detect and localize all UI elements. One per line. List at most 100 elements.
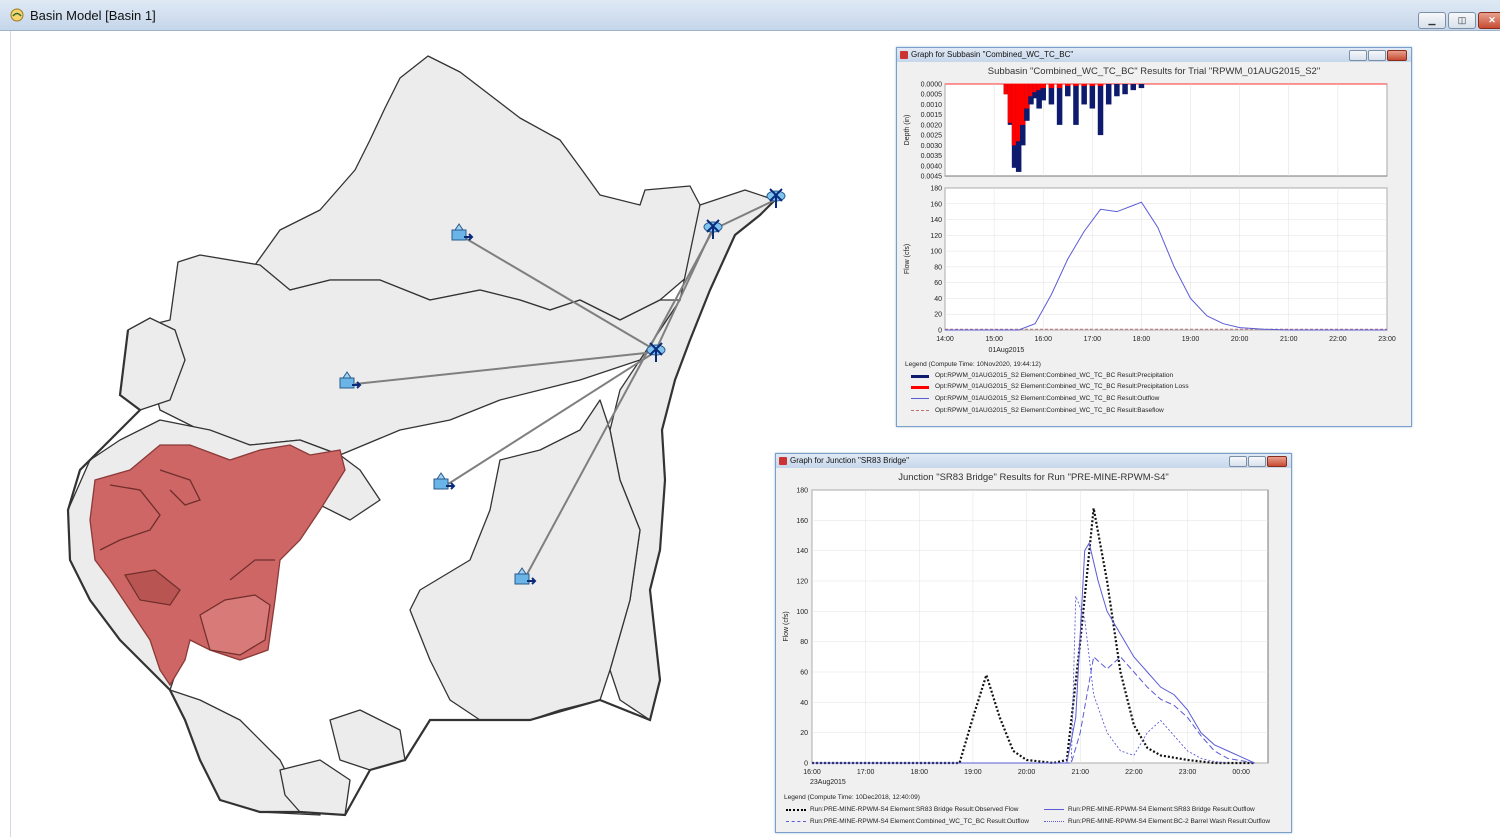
basin-outline	[66, 199, 776, 817]
legend-swatch-baseflow	[911, 410, 929, 411]
subbasin-legend: Legend (Compute Time: 10Nov2020, 19:44:1…	[903, 360, 1403, 420]
close-button[interactable]	[1387, 50, 1407, 61]
precipitation-bar	[1056, 84, 1063, 125]
depth-tick-label: 0.0010	[921, 102, 943, 109]
legend-item: Opt:RPWM_01AUG2015_S2 Element:Combined_W…	[935, 383, 1189, 390]
subbasin-graph-window-title: Graph for Subbasin "Combined_WC_TC_BC"	[911, 50, 1074, 59]
subbasin-icon[interactable]	[451, 223, 474, 241]
precipitation-loss-bar	[1020, 84, 1026, 125]
precipitation-loss-bar	[1007, 84, 1014, 123]
junction-graph-titlebar: Graph for Junction "SR83 Bridge"	[776, 454, 1291, 468]
flow-tick-label: 60	[934, 280, 942, 287]
outflow-line	[945, 201, 1387, 331]
flow-x-tick-label: 23:00	[1378, 336, 1396, 343]
depth-tick-label: 0.0020	[921, 122, 943, 129]
window-titlebar: Basin Model [Basin 1]	[0, 0, 1500, 31]
connector-lines	[354, 199, 776, 579]
flow-x-tick-label: 22:00	[1329, 336, 1347, 343]
subbasin-graph-window[interactable]: Graph for Subbasin "Combined_WC_TC_BC" S…	[896, 47, 1412, 427]
legend-header: Legend (Compute Time: 10Nov2020, 19:44:1…	[905, 361, 1041, 368]
precipitation-bar	[1073, 84, 1079, 125]
legend-header: Legend (Compute Time: 10Dec2018, 12:40:0…	[784, 794, 920, 801]
flow-tick-label: 40	[934, 296, 942, 303]
legend-swatch-combined-outflow	[786, 821, 806, 822]
window-controls: ▁ ◫ ✕	[1418, 12, 1500, 29]
junction-y-tick-label: 80	[800, 639, 808, 646]
sr83-outflow-line	[812, 541, 1255, 764]
flow-x-tick-label: 17:00	[1084, 336, 1102, 343]
subbasin-icon[interactable]	[339, 371, 362, 389]
legend-item: Run:PRE-MINE-RPWM-S4 Element:Combined_WC…	[810, 818, 1029, 825]
graph-icon	[900, 51, 908, 59]
maximize-button[interactable]: ◫	[1448, 12, 1476, 29]
precipitation-bar	[1138, 84, 1145, 89]
junction-icon[interactable]	[703, 219, 723, 239]
precipitation-loss-bar	[1011, 84, 1018, 146]
precipitation-bar	[1065, 84, 1071, 97]
junction-x-tick-label: 18:00	[911, 769, 929, 776]
flow-tick-label: 80	[934, 264, 942, 271]
depth-tick-label: 0.0045	[921, 174, 943, 181]
flow-x-tick-label: 15:00	[985, 336, 1003, 343]
flow-x-tick-label: 21:00	[1280, 336, 1298, 343]
date-label: 01Aug2015	[988, 347, 1024, 354]
junction-y-tick-label: 100	[796, 609, 808, 616]
minimize-button[interactable]	[1229, 456, 1247, 467]
depth-tick-label: 0.0040	[921, 163, 943, 170]
precipitation-loss-bar	[1028, 84, 1034, 97]
legend-swatch-loss	[911, 386, 929, 389]
highlighted-subbasin[interactable]	[89, 444, 346, 687]
precipitation-bar	[1089, 84, 1096, 109]
junction-icon[interactable]	[646, 342, 666, 362]
junction-flow-axis-label: Flow (cfs)	[783, 611, 790, 641]
precipitation-loss-bar	[1097, 84, 1104, 87]
junction-x-tick-label: 19:00	[964, 769, 982, 776]
depth-tick-label: 0.0005	[921, 92, 943, 99]
precipitation-bar	[1130, 84, 1137, 91]
junction-graph-window-title: Graph for Junction "SR83 Bridge"	[790, 456, 910, 465]
junction-icon[interactable]	[766, 188, 786, 208]
legend-swatch-observed	[786, 809, 806, 811]
precipitation-bar	[1081, 84, 1087, 105]
subbasin-chart: 0.0000 0.0005 0.0010 0.0015 0.0020 0.0025 0.00…	[904, 82, 1396, 355]
depth-tick-label: 0.0035	[921, 153, 943, 160]
maximize-button[interactable]	[1248, 456, 1266, 467]
subbasin-southeast[interactable]	[409, 399, 641, 721]
graph-icon	[779, 457, 787, 465]
subbasin-south-small-2[interactable]	[329, 709, 406, 771]
basin-model-icon	[10, 8, 24, 22]
precipitation-loss-bar	[1081, 84, 1087, 87]
subbasin-graph-titlebar: Graph for Subbasin "Combined_WC_TC_BC"	[897, 48, 1411, 62]
precipitation-loss-bar	[1065, 84, 1071, 87]
depth-tick-label: 0.0030	[921, 143, 943, 150]
depth-tick-label: 0.0000	[921, 82, 943, 89]
close-button[interactable]	[1267, 456, 1287, 467]
legend-item: Opt:RPWM_01AUG2015_S2 Element:Combined_W…	[935, 395, 1160, 402]
precipitation-bar	[1040, 84, 1046, 101]
minimize-button[interactable]	[1349, 50, 1367, 61]
date-label: 23Aug2015	[810, 779, 846, 786]
subbasin-north[interactable]	[254, 55, 701, 321]
junction-graph-window[interactable]: Graph for Junction "SR83 Bridge" Junctio…	[775, 453, 1292, 833]
junction-x-tick-label: 00:00	[1232, 769, 1250, 776]
junction-x-tick-label: 23:00	[1179, 769, 1197, 776]
subbasin-icon[interactable]	[514, 567, 537, 585]
junction-x-tick-label: 21:00	[1071, 769, 1089, 776]
basin-map[interactable]	[0, 30, 880, 837]
junction-y-tick-label: 60	[800, 670, 808, 677]
precipitation-loss-bar	[1073, 84, 1079, 87]
precipitation-bar	[1097, 84, 1104, 136]
window-title: Basin Model [Basin 1]	[30, 8, 156, 23]
junction-y-tick-label: 120	[796, 579, 808, 586]
precipitation-bar	[1048, 84, 1055, 105]
precipitation-loss-bar	[1003, 84, 1010, 95]
minimize-button[interactable]: ▁	[1418, 12, 1446, 29]
legend-item: Opt:RPWM_01AUG2015_S2 Element:Combined_W…	[935, 407, 1164, 414]
maximize-button[interactable]	[1368, 50, 1386, 61]
depth-axis-label: Depth (in)	[904, 115, 911, 146]
junction-x-tick-label: 20:00	[1018, 769, 1036, 776]
close-button[interactable]: ✕	[1478, 12, 1500, 29]
subbasin-icon[interactable]	[433, 472, 456, 490]
depth-tick-label: 0.0015	[921, 112, 943, 119]
junction-y-tick-label: 0	[804, 761, 808, 768]
